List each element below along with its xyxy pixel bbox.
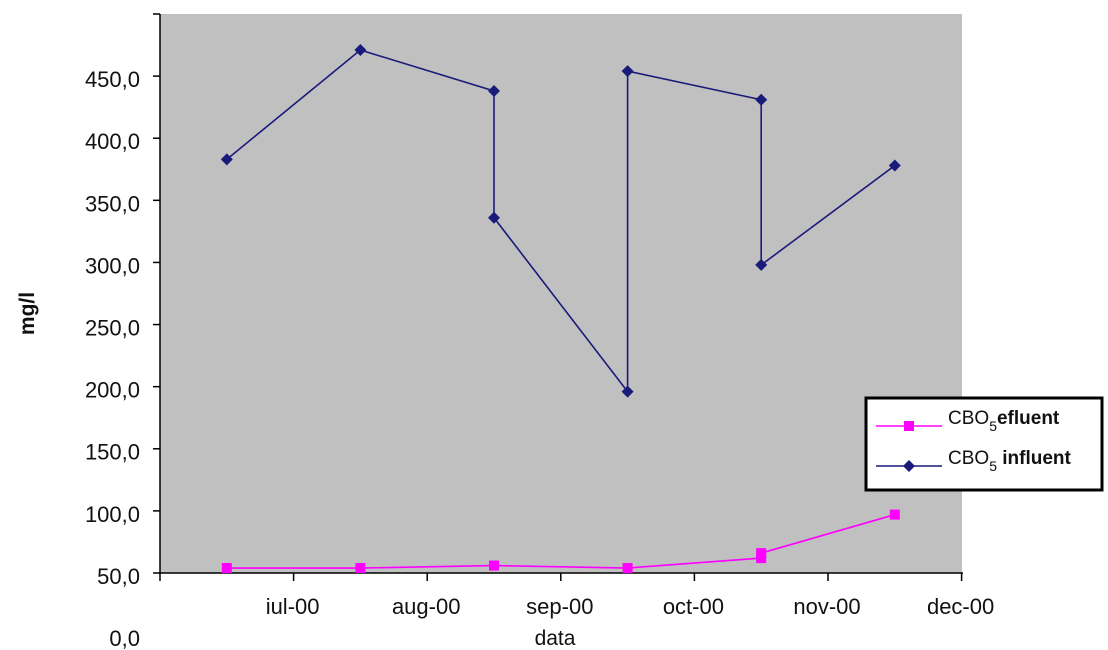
- y-tick-label: 350,0: [85, 191, 140, 216]
- legend: CBO5efluent CBO5 influent: [864, 396, 1104, 492]
- data-point: [489, 560, 499, 571]
- data-point: [488, 211, 500, 224]
- x-tick-label: dec-00: [927, 594, 994, 619]
- y-tick-label: 0,0: [109, 626, 140, 650]
- data-point: [621, 65, 634, 78]
- data-point: [888, 159, 901, 172]
- y-axis: 0,0 50,0 100,0 150,0 200,0 250,0 300,0 350,0 400…: [85, 13, 161, 650]
- x-axis: iul-00 aug-00 sep-00 oct-00 nov-00 dec-00: [159, 572, 994, 619]
- data-point: [755, 93, 768, 106]
- data-point: [221, 563, 232, 574]
- data-point: [756, 548, 767, 559]
- data-point: [355, 563, 366, 574]
- data-point: [622, 563, 633, 574]
- series-layer: [220, 44, 901, 574]
- data-point: [488, 85, 500, 98]
- y-tick-label: 450,0: [85, 67, 140, 92]
- y-tick-label: 200,0: [85, 378, 140, 403]
- legend-label: CBO5efluent: [948, 408, 1060, 434]
- data-point: [903, 460, 915, 472]
- y-tick-label: 150,0: [85, 440, 140, 465]
- y-tick-label: 50,0: [97, 564, 140, 589]
- legend-label: CBO5 influent: [948, 448, 1072, 474]
- x-tick-label: aug-00: [392, 594, 461, 619]
- y-tick-label: 300,0: [85, 253, 140, 278]
- data-point: [889, 509, 900, 520]
- data-point: [904, 421, 914, 431]
- legend-entry: CBO5 influent: [876, 448, 1072, 474]
- data-point: [220, 153, 233, 166]
- x-tick-label: sep-00: [526, 594, 593, 619]
- y-tick-label: 400,0: [85, 129, 140, 154]
- plot-area: [160, 14, 962, 573]
- x-axis-title: data: [535, 627, 576, 650]
- x-tick-label: nov-00: [793, 594, 860, 619]
- data-point: [755, 258, 768, 271]
- y-tick-label: 100,0: [85, 502, 140, 527]
- legend-entry: CBO5efluent: [876, 408, 1060, 434]
- data-point: [354, 44, 367, 57]
- series-efluent: [221, 509, 900, 574]
- y-tick-label: 250,0: [85, 316, 140, 341]
- data-point: [621, 385, 634, 398]
- legend-box: [864, 396, 1104, 492]
- y-axis-title: mg/l: [16, 292, 39, 335]
- series-influent: [220, 44, 901, 398]
- x-tick-label: oct-00: [663, 594, 724, 619]
- x-tick-label: iul-00: [266, 594, 320, 619]
